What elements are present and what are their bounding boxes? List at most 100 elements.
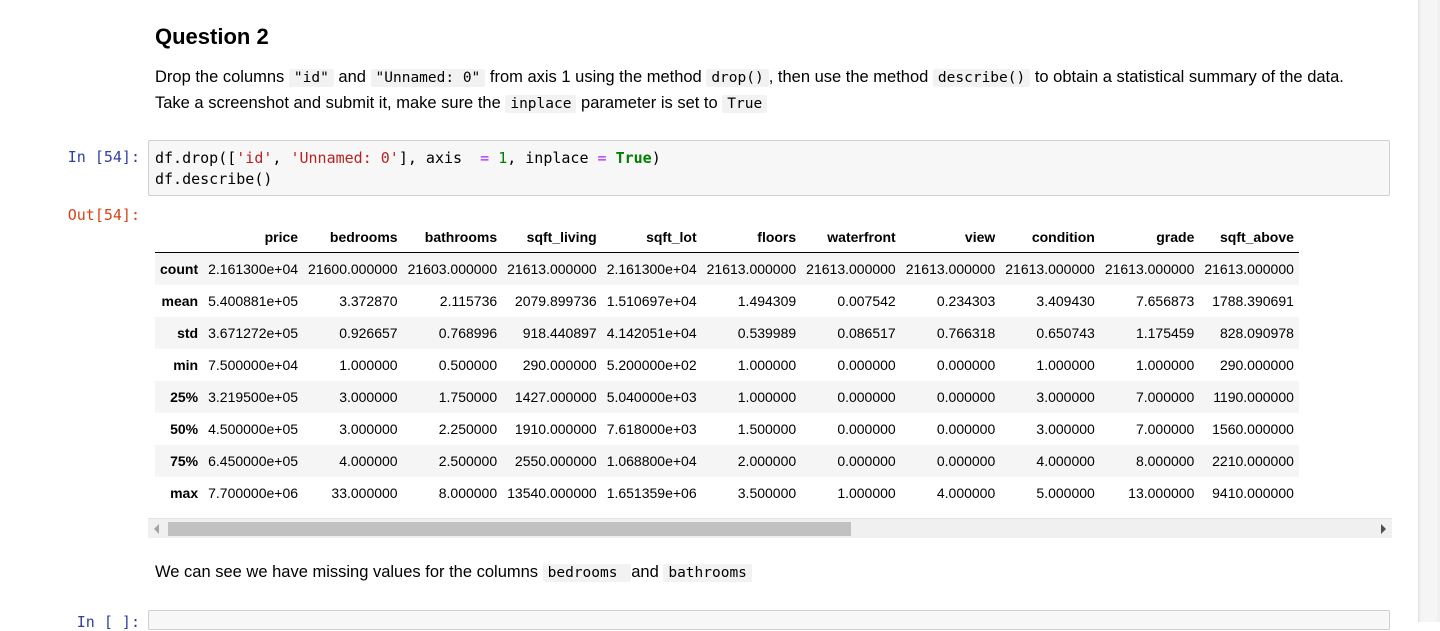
table-cell: 3.372870 bbox=[339, 293, 398, 309]
text-seg: to obtain a statistical summary of the d… bbox=[155, 68, 1344, 112]
table-cell: 21613.000000 bbox=[1204, 261, 1294, 277]
table-cell: 4.142051e+04 bbox=[606, 325, 697, 341]
table-cell: 918.440897 bbox=[522, 325, 597, 341]
table-cell: 1427.000000 bbox=[514, 389, 597, 405]
table-header: price bedrooms bathrooms sqft_living sqft_lo… bbox=[155, 222, 1299, 253]
table-cell: 1.000000 bbox=[737, 389, 797, 405]
index-header bbox=[155, 222, 204, 253]
code-token: , bbox=[272, 149, 291, 167]
table-cell: 5.400881e+05 bbox=[208, 293, 299, 309]
code-token: ) bbox=[651, 149, 661, 167]
table-cell: 2.115736 bbox=[439, 293, 498, 309]
notebook-page: Question 2 Drop the columns "id" and "Un… bbox=[67, 24, 1392, 631]
table-cell: 1.175459 bbox=[1135, 325, 1195, 341]
table-cell: 2079.899736 bbox=[514, 293, 597, 309]
table-cell: 8.000000 bbox=[1135, 453, 1195, 469]
scroll-left-arrow-icon[interactable] bbox=[154, 524, 159, 534]
table-cell: 7.500000e+04 bbox=[208, 357, 299, 373]
code-token: ], axis bbox=[398, 149, 481, 167]
table-cell: 1788.390691 bbox=[1212, 293, 1294, 309]
text-seg: We can see we have missing values for th… bbox=[155, 563, 543, 581]
table-cell: 1560.000000 bbox=[1212, 421, 1294, 437]
table-cell: 1.000000 bbox=[737, 357, 797, 373]
table-cell: 21613.000000 bbox=[507, 261, 597, 277]
next-input-prompt: In [ ]: bbox=[76, 613, 140, 631]
column-header: sqft_above bbox=[1199, 222, 1299, 253]
table-cell: 1190.000000 bbox=[1213, 389, 1294, 405]
table-cell: 290.000000 bbox=[1219, 357, 1294, 373]
scroll-right-arrow-icon[interactable] bbox=[1381, 524, 1386, 534]
inline-code-true: True bbox=[722, 95, 768, 113]
table-cell: 0.007542 bbox=[837, 293, 896, 309]
table-cell: 1.750000 bbox=[438, 389, 498, 405]
code-number: 1 bbox=[498, 149, 508, 167]
table-row: 25% 3.219500e+05 3.000000 1.750000 1427.0000… bbox=[155, 381, 1299, 413]
code-cell-editor[interactable]: df.drop(['id', 'Unnamed: 0'], axis = 1, … bbox=[148, 140, 1390, 196]
inline-code-drop: drop() bbox=[706, 69, 769, 87]
table-cell: 3.000000 bbox=[339, 421, 398, 437]
table-row: min 7.500000e+04 1.000000 0.500000 290.00000… bbox=[155, 349, 1299, 381]
table-cell: 13540.000000 bbox=[507, 485, 597, 501]
table-cell: 1.510697e+04 bbox=[606, 293, 697, 309]
code-token: df.drop([ bbox=[155, 149, 237, 167]
dataframe-output: price bedrooms bathrooms sqft_living sqft_lo… bbox=[155, 222, 1392, 518]
table-cell: 4.000000 bbox=[936, 485, 996, 501]
question-text: Drop the columns "id" and "Unnamed: 0" f… bbox=[155, 65, 1380, 117]
table-cell: 21613.000000 bbox=[905, 261, 996, 277]
code-operator: = bbox=[480, 149, 490, 167]
table-cell: 0.000000 bbox=[837, 453, 896, 469]
code-string: 'Unnamed: 0' bbox=[290, 149, 399, 167]
inline-code-id: "id" bbox=[288, 69, 334, 87]
table-cell: 1.000000 bbox=[1135, 357, 1195, 373]
table-row: std 3.671272e+05 0.926657 0.768996 918.44089… bbox=[155, 317, 1299, 349]
code-keyword: True bbox=[615, 149, 652, 167]
table-cell: 5.040000e+03 bbox=[606, 389, 697, 405]
code-token bbox=[489, 149, 498, 167]
horizontal-scrollbar-thumb[interactable] bbox=[168, 522, 851, 536]
text-seg: from axis 1 using the method bbox=[485, 68, 707, 86]
table-cell: 0.000000 bbox=[837, 389, 896, 405]
header-row: price bedrooms bathrooms sqft_living sqft_lo… bbox=[155, 222, 1299, 253]
table-cell: 0.000000 bbox=[837, 421, 896, 437]
column-header: grade bbox=[1099, 222, 1200, 253]
table-cell: 3.000000 bbox=[339, 389, 398, 405]
code-token bbox=[607, 149, 616, 167]
horizontal-scrollbar[interactable] bbox=[148, 518, 1392, 538]
table-cell: 0.000000 bbox=[936, 389, 996, 405]
table-cell: 0.500000 bbox=[438, 357, 498, 373]
code-token: , inplace bbox=[507, 149, 598, 167]
table-cell: 0.086517 bbox=[837, 325, 896, 341]
input-prompt: In [54]: bbox=[67, 148, 140, 166]
table-cell: 1.000000 bbox=[1036, 357, 1095, 373]
table-cell: 21613.000000 bbox=[1005, 261, 1095, 277]
table-cell: 1.500000 bbox=[737, 421, 797, 437]
table-cell: 3.000000 bbox=[1036, 389, 1095, 405]
table-cell: 3.219500e+05 bbox=[208, 389, 299, 405]
table-cell: 1.494309 bbox=[737, 293, 797, 309]
column-header: price bbox=[203, 222, 304, 253]
text-seg: Drop the columns bbox=[155, 68, 289, 86]
column-header: waterfront bbox=[801, 222, 901, 253]
table-cell: 3.000000 bbox=[1036, 421, 1095, 437]
row-label: 25% bbox=[170, 389, 199, 405]
table-cell: 1.651359e+06 bbox=[606, 485, 697, 501]
table-cell: 2210.000000 bbox=[1212, 453, 1294, 469]
row-label: mean bbox=[161, 293, 199, 309]
table-cell: 9410.000000 bbox=[1212, 485, 1294, 501]
table-cell: 0.234303 bbox=[936, 293, 996, 309]
table-row: 75% 6.450000e+05 4.000000 2.500000 2550.0000… bbox=[155, 445, 1299, 477]
question-title: Question 2 bbox=[155, 24, 269, 49]
next-code-cell[interactable] bbox=[148, 610, 1390, 630]
column-header: bedrooms bbox=[303, 222, 403, 253]
table-cell: 13.000000 bbox=[1128, 485, 1195, 501]
table-cell: 0.000000 bbox=[936, 453, 996, 469]
code-line-2: df.describe() bbox=[155, 170, 273, 188]
page-scrollbar-thumb[interactable] bbox=[1421, 0, 1437, 622]
table-cell: 0.000000 bbox=[936, 421, 996, 437]
table-cell: 2550.000000 bbox=[514, 453, 597, 469]
column-header: condition bbox=[1000, 222, 1100, 253]
page-scrollbar[interactable] bbox=[1418, 0, 1440, 622]
text-seg: and bbox=[333, 68, 371, 86]
table-cell: 3.500000 bbox=[737, 485, 797, 501]
table-cell: 7.618000e+03 bbox=[606, 421, 697, 437]
